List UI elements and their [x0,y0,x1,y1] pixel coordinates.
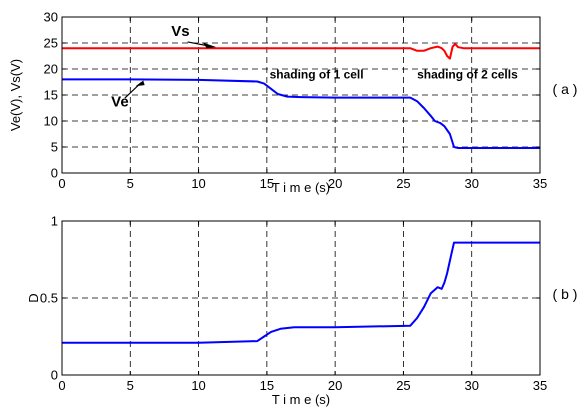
grid-a [62,17,540,173]
x-axis-label-b: T i m e (s) [272,392,330,407]
annotation-ve: Ve [111,93,129,110]
panel-label-a: ( a ) [553,81,578,97]
y-tick-label: 20 [44,62,58,77]
arrow-head-ve [135,80,145,87]
y-tick-label: 0 [51,166,58,181]
annotation-shading-1-cell: shading of 1 cell [270,67,364,81]
x-tick-label: 20 [328,378,342,393]
x-tick-label: 25 [396,378,410,393]
y-ticks-a: 0 5 10 15 20 25 30 [44,10,540,181]
annotation-shading-2-cells: shading of 2 cells [417,67,518,81]
x-tick-label: 0 [58,176,65,191]
x-ticks-b: 0 5 10 15 20 25 30 35 [58,221,547,393]
y-tick-label: 0.5 [40,291,58,306]
x-tick-label: 30 [464,176,478,191]
series-line-ve [62,78,540,149]
x-axis-label-a: T i m e (s) [272,180,330,195]
y-tick-label: 15 [44,88,58,103]
x-tick-label: 5 [127,176,134,191]
annotation-vs: Vs [171,23,189,40]
x-tick-label: 10 [191,378,205,393]
series-b [62,241,540,344]
y-axis-label-b: D [26,293,41,302]
y-tick-label: 25 [44,36,58,51]
x-tick-label: 5 [127,378,134,393]
grid-b [62,221,540,375]
x-tick-label: 15 [260,378,274,393]
x-tick-label: 35 [533,378,547,393]
annotations-a: Vs Ve shading of 1 cell shading of 2 cel… [111,23,518,110]
annotation-arrows-a [124,41,217,99]
arrow-head-vs [202,42,217,49]
x-tick-label: 20 [328,176,342,191]
chart-panel-b: 0 5 10 15 20 25 30 35 00.51 T i m e (s) D ( b ) [26,214,577,408]
x-tick-label: 35 [533,176,547,191]
y-ticks-b: 00.51 [40,214,540,383]
x-tick-label: 15 [260,176,274,191]
series-line-d0 [62,241,540,344]
x-tick-label: 30 [464,378,478,393]
y-tick-label: 0 [51,368,58,383]
x-ticks-a: 0 5 10 15 20 25 30 35 [58,17,547,191]
y-axis-label-a: Ve(V), Vs(V) [8,59,23,131]
x-tick-label: 25 [396,176,410,191]
x-tick-label: 0 [58,378,65,393]
panel-label-b: ( b ) [553,286,578,302]
y-tick-label: 1 [51,214,58,229]
series-a [62,43,540,149]
y-tick-label: 5 [51,140,58,155]
y-tick-label: 10 [44,114,58,129]
y-tick-label: 30 [44,10,58,25]
series-line-vs [62,43,540,60]
x-tick-label: 10 [191,176,205,191]
